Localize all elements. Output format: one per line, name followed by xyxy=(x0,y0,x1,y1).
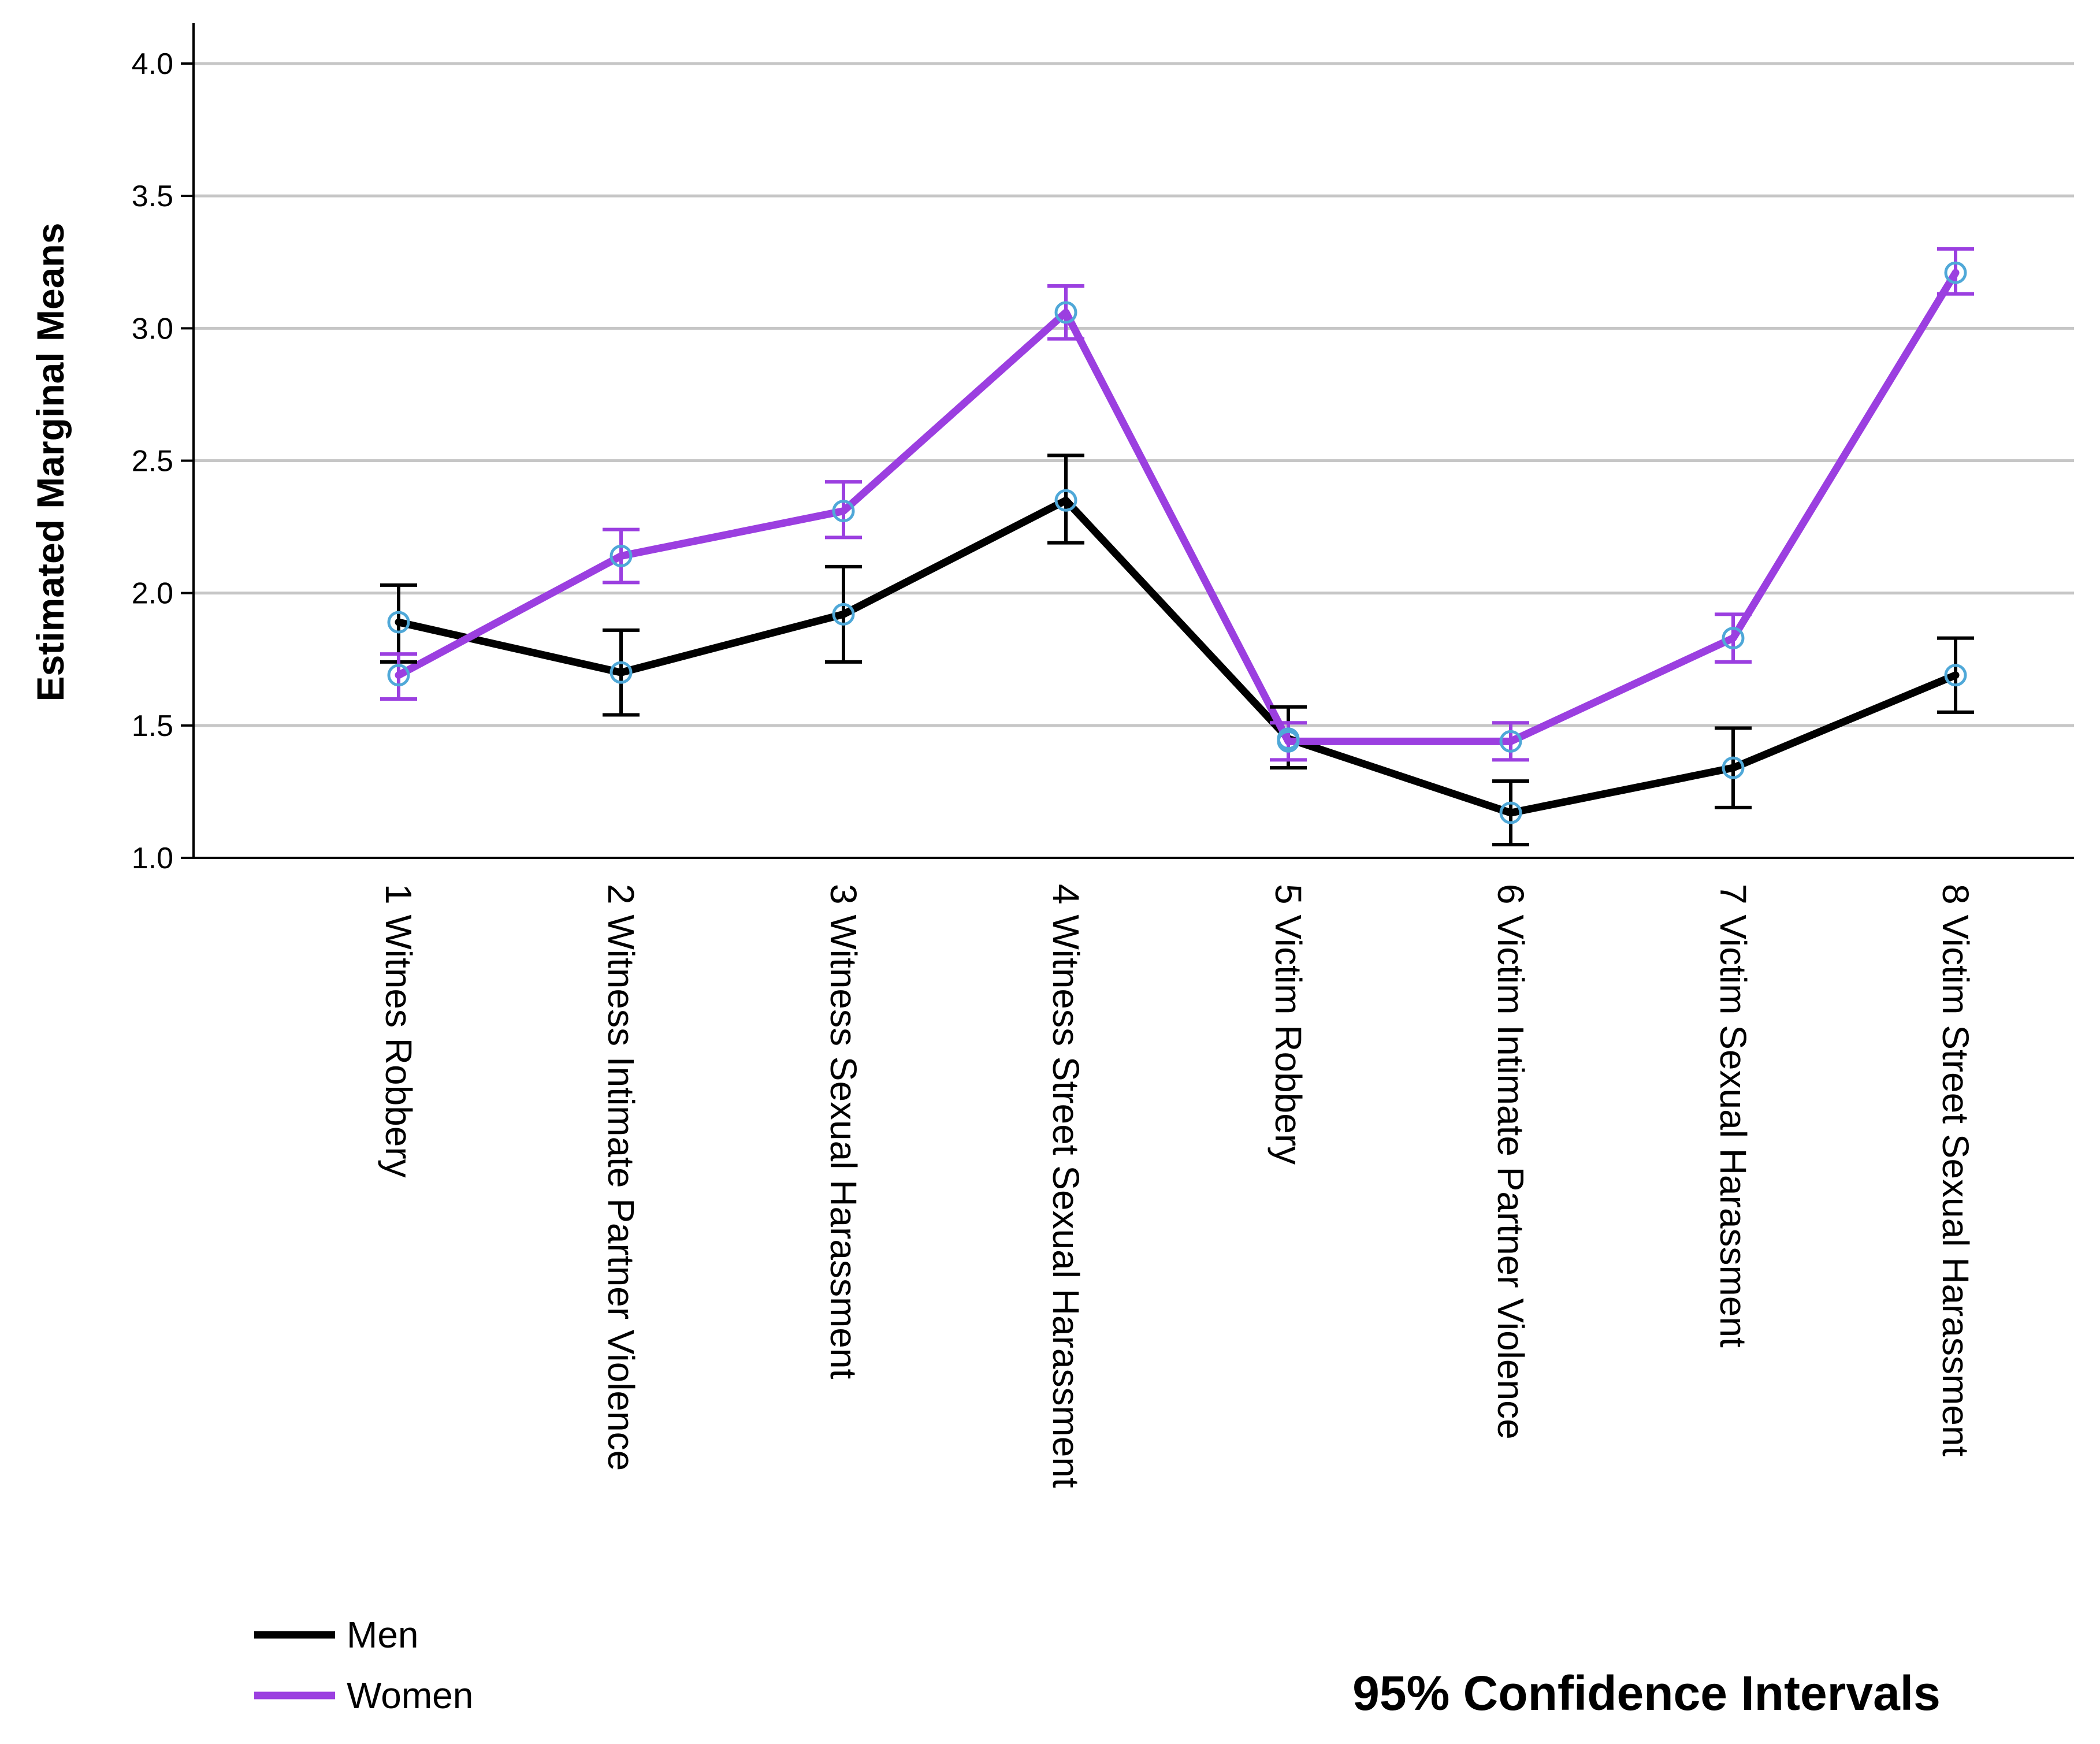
data-point-women xyxy=(609,545,633,567)
data-point-men xyxy=(387,611,410,634)
x-category-label: 1 Witnes Robbery xyxy=(378,884,419,1178)
x-category-label: 2 Witness Intimate Partner Violence xyxy=(600,884,642,1471)
x-category-label: 3 Witness Sexual Harassment xyxy=(823,884,864,1379)
error-bar-women xyxy=(825,480,862,540)
y-axis-title: Estimated Marginal Means xyxy=(29,223,72,702)
series-lines xyxy=(395,269,1960,817)
data-point-women xyxy=(1722,627,1745,650)
error-bar-women xyxy=(1937,247,1974,296)
error-bar-men xyxy=(1492,779,1529,847)
legend-label-men: Men xyxy=(347,1614,419,1656)
error-bar-men xyxy=(603,628,640,717)
y-tick-label: 1.0 xyxy=(132,842,173,875)
error-bar-women xyxy=(603,527,640,585)
y-tick-labels: 1.0 1.5 2.0 2.5 3.0 3.5 4.0 xyxy=(132,47,173,875)
error-bar-men xyxy=(1715,726,1752,809)
error-bar-women xyxy=(1047,284,1084,341)
data-point-women xyxy=(1277,730,1300,753)
error-bars xyxy=(380,247,1974,847)
error-bar-women xyxy=(380,652,417,701)
data-point-men xyxy=(832,603,855,626)
x-category-label: 7 Victim Sexual Harassment xyxy=(1712,884,1754,1348)
x-category-label: 4 Witness Street Sexual Harassment xyxy=(1045,884,1087,1488)
x-category-label: 6 Victim Intimate Partner Violence xyxy=(1490,884,1532,1440)
error-bar-men xyxy=(1937,636,1974,714)
error-bar-men xyxy=(1047,453,1084,545)
x-category-label: 8 Victim Street Sexual Harassment xyxy=(1935,884,1976,1456)
data-markers xyxy=(387,261,1967,824)
data-point-women xyxy=(1499,730,1522,753)
x-category-labels: 1 Witnes Robbery 2 Witness Intimate Partn… xyxy=(378,884,1976,1488)
y-tick-label: 3.0 xyxy=(132,312,173,345)
series-line-men xyxy=(395,496,1960,817)
data-point-women xyxy=(387,664,410,687)
error-bar-men xyxy=(825,564,862,664)
y-tick-label: 2.0 xyxy=(132,577,173,611)
gridlines xyxy=(194,62,2074,727)
legend-label-women: Women xyxy=(347,1675,473,1716)
data-point-women xyxy=(1054,301,1077,324)
error-bar-women xyxy=(1715,612,1752,664)
legend: Men Women xyxy=(254,1614,473,1716)
data-point-men xyxy=(1722,756,1745,779)
x-category-label: 5 Victim Robbery xyxy=(1268,884,1309,1165)
data-point-men xyxy=(1944,664,1967,687)
data-point-men xyxy=(1054,489,1077,512)
confidence-interval-note: 95% Confidence Intervals xyxy=(1352,1666,1941,1720)
y-tick-label: 1.5 xyxy=(132,709,173,743)
error-bar-women xyxy=(1492,721,1529,762)
y-tick-label: 3.5 xyxy=(132,180,173,213)
axes xyxy=(181,23,2074,859)
series-line-women xyxy=(395,269,1960,745)
data-point-women xyxy=(832,500,855,523)
data-point-men xyxy=(609,661,633,684)
y-tick-label: 2.5 xyxy=(132,445,173,478)
data-point-women xyxy=(1944,261,1967,284)
y-tick-label: 4.0 xyxy=(132,47,173,81)
data-point-men xyxy=(1499,801,1522,824)
